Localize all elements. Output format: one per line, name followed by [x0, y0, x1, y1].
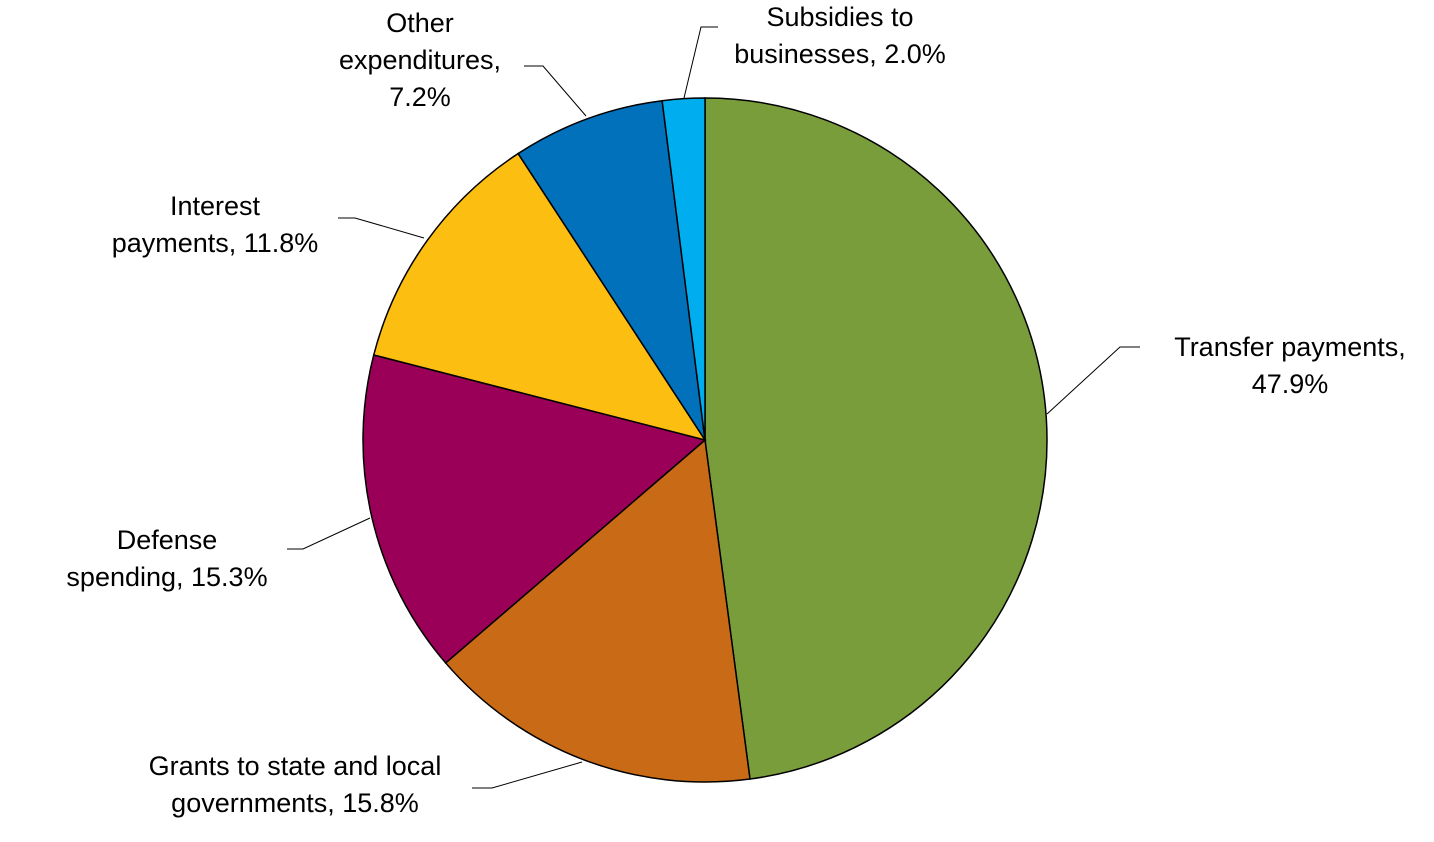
slice-label-line: expenditures,: [339, 45, 501, 75]
leader-line: [683, 26, 718, 99]
leader-line: [287, 517, 371, 550]
slice-label: Subsidies to businesses, 2.0%: [734, 2, 946, 69]
slice-label: Transfer payments, 47.9%: [1174, 332, 1406, 399]
pie-slice: [661, 97, 706, 441]
pie-slice: [517, 99, 706, 441]
slice-labels: Transfer payments, 47.9% Grants to state a…: [66, 2, 1405, 818]
pie-slice: [444, 438, 751, 783]
slice-label: Defense spending, 15.3%: [66, 525, 267, 592]
slice-label-line: Transfer payments,: [1174, 332, 1406, 362]
slice-label-line: payments, 11.8%: [112, 228, 319, 258]
leader-line: [524, 65, 587, 117]
pie-slice: [372, 152, 707, 442]
slice-label-line: Other: [386, 8, 454, 38]
leader-lines: [287, 26, 1140, 789]
leader-line: [472, 761, 583, 789]
slice-label-line: Interest: [170, 191, 261, 221]
slice-label-line: Defense: [117, 525, 218, 555]
slice-label: Grants to state and local governments, 15…: [149, 751, 442, 818]
slice-label-line: Grants to state and local: [149, 751, 442, 781]
slice-label-line: spending, 15.3%: [66, 562, 267, 592]
slice-label-line: 7.2%: [389, 82, 451, 112]
pie-slices: [362, 97, 1048, 783]
slice-label-line: governments, 15.8%: [171, 788, 419, 818]
slice-label: Other expenditures, 7.2%: [339, 8, 501, 112]
slice-label-line: businesses, 2.0%: [734, 39, 946, 69]
slice-label-line: Subsidies to: [766, 2, 913, 32]
leader-line: [1046, 346, 1140, 415]
leader-line: [338, 217, 425, 239]
slice-label: Interest payments, 11.8%: [112, 191, 319, 258]
slice-label-line: 47.9%: [1252, 369, 1329, 399]
pie-slice: [362, 354, 707, 664]
pie-slice: [704, 97, 1048, 780]
